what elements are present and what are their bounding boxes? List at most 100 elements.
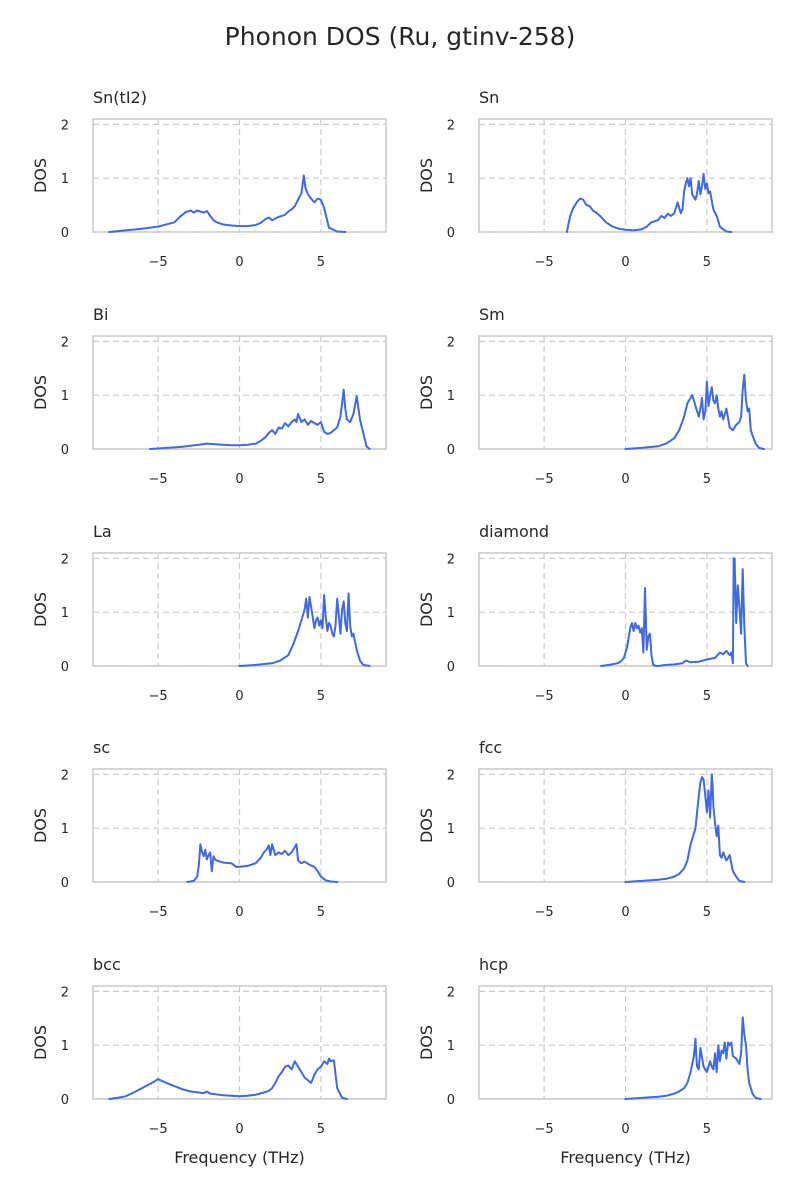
panel-6-frame xyxy=(92,768,387,883)
panel-6-xtick-2: 5 xyxy=(317,905,325,920)
panel-5-ytick-2: 2 xyxy=(447,552,455,567)
panel-0-ylabel: DOS xyxy=(31,158,50,193)
panel-2-frame xyxy=(92,335,387,450)
panel-4: La −5 0 5 0 1 2 DOS xyxy=(31,522,387,704)
panel-3-xtick-1: 0 xyxy=(621,472,629,487)
panel-8-ytick-2: 2 xyxy=(61,985,69,1000)
panel-4-xtick-1: 0 xyxy=(235,689,243,704)
panel-4-ytick-2: 2 xyxy=(61,552,69,567)
panel-8-xtick-2: 5 xyxy=(317,1122,325,1137)
panel-8-xtick-1: 0 xyxy=(235,1122,243,1137)
panel-7-xtick-1: 0 xyxy=(621,905,629,920)
panel-6-dos-line xyxy=(186,843,339,883)
panel-1-title: Sn xyxy=(479,88,499,107)
panel-6-ytick-2: 2 xyxy=(61,768,69,783)
panel-8-xtick-0: −5 xyxy=(149,1122,168,1137)
panel-9-dos-line xyxy=(624,1016,762,1100)
panel-1-dos-line xyxy=(565,172,733,233)
panel-1-ytick-1: 1 xyxy=(447,172,455,187)
panel-5-frame xyxy=(478,552,773,667)
panel-2-dos-line xyxy=(149,388,371,450)
panel-5-xtick-0: −5 xyxy=(535,689,554,704)
panel-5-ytick-0: 0 xyxy=(447,660,455,675)
panel-7: fcc −5 0 5 0 1 2 DOS xyxy=(417,738,773,920)
panel-1-ytick-2: 2 xyxy=(447,118,455,133)
panel-8: bcc −5 0 5 0 1 2 DOS Frequency (THz) xyxy=(31,955,387,1167)
panel-3-ytick-1: 1 xyxy=(447,389,455,404)
panel-3-ylabel: DOS xyxy=(417,375,436,410)
panel-9-xtick-0: −5 xyxy=(535,1122,554,1137)
panel-2-ytick-2: 2 xyxy=(61,335,69,350)
panel-9-ytick-0: 0 xyxy=(447,1093,455,1108)
panel-4-title: La xyxy=(93,522,112,541)
panel-2-title: Bi xyxy=(93,305,108,324)
panel-5-ytick-1: 1 xyxy=(447,606,455,621)
panel-4-ytick-0: 0 xyxy=(61,660,69,675)
panel-5-xtick-2: 5 xyxy=(703,689,711,704)
panel-3: Sm −5 0 5 0 1 2 DOS xyxy=(417,305,773,487)
panel-6-ylabel: DOS xyxy=(31,808,50,843)
panel-4-xtick-0: −5 xyxy=(149,689,168,704)
panel-1-xtick-2: 5 xyxy=(703,255,711,270)
panel-7-ytick-1: 1 xyxy=(447,822,455,837)
panel-8-ytick-1: 1 xyxy=(61,1039,69,1054)
panel-8-frame xyxy=(92,985,387,1100)
panel-5-title: diamond xyxy=(479,522,549,541)
figure-title: Phonon DOS (Ru, gtinv-258) xyxy=(225,22,576,51)
panel-4-ytick-1: 1 xyxy=(61,606,69,621)
panel-6: sc −5 0 5 0 1 2 DOS xyxy=(31,738,387,920)
panel-7-xtick-2: 5 xyxy=(703,905,711,920)
panel-7-frame xyxy=(478,768,773,883)
panel-9-ylabel: DOS xyxy=(417,1025,436,1060)
panel-3-xtick-0: −5 xyxy=(535,472,554,487)
panel-1-xtick-1: 0 xyxy=(621,255,629,270)
panel-2-xtick-2: 5 xyxy=(317,472,325,487)
panel-3-ytick-2: 2 xyxy=(447,335,455,350)
panel-5-xtick-1: 0 xyxy=(621,689,629,704)
panel-5: diamond −5 0 5 0 1 2 DOS xyxy=(417,522,773,704)
panel-4-ylabel: DOS xyxy=(31,592,50,627)
panel-8-ylabel: DOS xyxy=(31,1025,50,1060)
panel-0-ytick-0: 0 xyxy=(61,226,69,241)
panel-7-ytick-0: 0 xyxy=(447,876,455,891)
panel-0-dos-line xyxy=(108,174,347,233)
panel-6-xtick-0: −5 xyxy=(149,905,168,920)
panel-4-dos-line xyxy=(238,592,371,667)
panel-3-title: Sm xyxy=(479,305,505,324)
panel-2-ylabel: DOS xyxy=(31,375,50,410)
panel-9: hcp −5 0 5 0 1 2 DOS Frequency (THz) xyxy=(417,955,773,1167)
panel-0-frame xyxy=(92,118,387,233)
panel-8-xlabel: Frequency (THz) xyxy=(174,1148,304,1167)
panel-1-ylabel: DOS xyxy=(417,158,436,193)
panel-1-frame xyxy=(478,118,773,233)
panel-6-ytick-1: 1 xyxy=(61,822,69,837)
panel-6-title: sc xyxy=(93,738,110,757)
panel-4-xtick-2: 5 xyxy=(317,689,325,704)
panel-7-ytick-2: 2 xyxy=(447,768,455,783)
panel-0-ytick-1: 1 xyxy=(61,172,69,187)
panel-8-dos-line xyxy=(108,1057,348,1100)
panel-0-title: Sn(tI2) xyxy=(93,88,147,107)
panel-2-ytick-1: 1 xyxy=(61,389,69,404)
panel-3-frame xyxy=(478,335,773,450)
panel-9-xtick-2: 5 xyxy=(703,1122,711,1137)
panel-6-ytick-0: 0 xyxy=(61,876,69,891)
panel-3-dos-line xyxy=(624,373,765,450)
panel-9-ytick-1: 1 xyxy=(447,1039,455,1054)
panel-0: Sn(tI2) −5 0 5 0 1 2 DOS xyxy=(31,88,387,270)
panel-9-title: hcp xyxy=(479,955,508,974)
panel-2-ytick-0: 0 xyxy=(61,443,69,458)
panel-9-xlabel: Frequency (THz) xyxy=(560,1148,690,1167)
panel-3-xtick-2: 5 xyxy=(703,472,711,487)
panel-0-ytick-2: 2 xyxy=(61,118,69,133)
panel-8-ytick-0: 0 xyxy=(61,1093,69,1108)
panel-1-ytick-0: 0 xyxy=(447,226,455,241)
panel-grid: Sn(tI2) −5 0 5 0 1 2 DOS Sn −5 0 5 0 1 2 DOS Bi −5 0 5 0 1 2 DO… xyxy=(31,88,773,1167)
panel-8-title: bcc xyxy=(93,955,121,974)
panel-0-xtick-0: −5 xyxy=(149,255,168,270)
panel-2-xtick-0: −5 xyxy=(149,472,168,487)
panel-6-xtick-1: 0 xyxy=(235,905,243,920)
panel-7-dos-line xyxy=(624,773,746,883)
panel-9-ytick-2: 2 xyxy=(447,985,455,1000)
